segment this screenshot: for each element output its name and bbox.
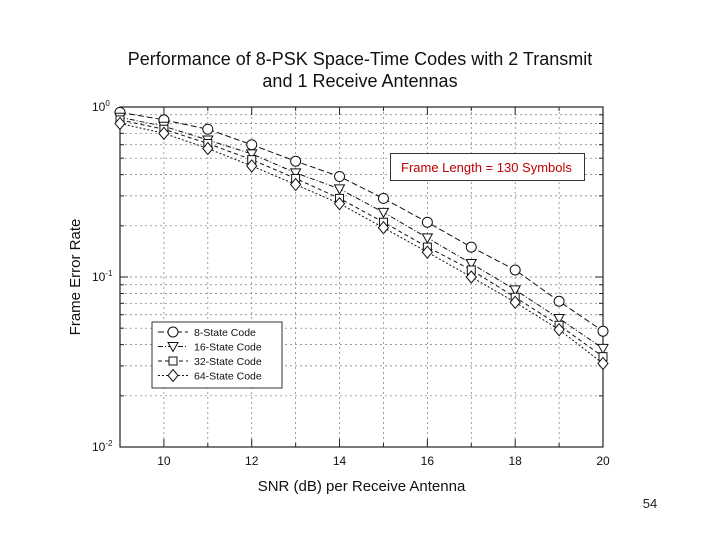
data-point xyxy=(333,196,346,211)
legend-label: 32-State Code xyxy=(194,356,262,368)
chart-title-line-1: Performance of 8-PSK Space-Time Codes wi… xyxy=(127,49,593,69)
x-tick-label: 12 xyxy=(245,454,259,468)
data-point xyxy=(114,116,126,131)
data-point xyxy=(597,343,609,355)
series-line xyxy=(119,122,604,364)
legend-marker xyxy=(167,342,179,353)
data-point xyxy=(377,192,389,204)
data-point xyxy=(245,149,258,160)
legend-label: 64-State Code xyxy=(194,371,262,383)
data-point xyxy=(553,314,565,325)
data-point xyxy=(202,141,214,156)
data-point xyxy=(597,356,609,371)
data-point xyxy=(465,241,477,253)
legend: 8-State Code 16-State Code 32-State Code 64… xyxy=(151,321,283,389)
data-point xyxy=(421,216,433,228)
series-16-state-code xyxy=(114,112,609,355)
data-point xyxy=(509,295,521,310)
y-axis-label: Frame Error Rate xyxy=(67,219,84,336)
data-point xyxy=(334,171,346,183)
data-point xyxy=(421,233,434,244)
legend-label: 16-State Code xyxy=(194,342,262,354)
data-point xyxy=(553,295,565,307)
frame-length-annotation-text: Frame Length = 130 Symbols xyxy=(401,160,572,175)
frame-length-annotation: Frame Length = 130 Symbols xyxy=(390,153,585,181)
y-tick-label: 10-2 xyxy=(92,439,113,454)
chart-title: Performance of 8-PSK Space-Time Codes wi… xyxy=(60,48,660,92)
data-point xyxy=(465,259,478,270)
axis-ticks xyxy=(119,107,604,448)
data-point xyxy=(509,285,522,296)
x-tick-label: 10 xyxy=(157,454,171,468)
page-number: 54 xyxy=(642,496,658,511)
data-point xyxy=(421,245,434,259)
data-point xyxy=(202,123,214,135)
series-8-state-code xyxy=(114,106,609,337)
data-point xyxy=(597,325,609,337)
data-point xyxy=(158,126,170,141)
data-point xyxy=(290,155,302,167)
data-point xyxy=(509,264,521,276)
data-point xyxy=(289,177,302,192)
x-tick-label: 14 xyxy=(333,454,347,468)
x-tick-label: 16 xyxy=(421,454,435,468)
legend-marker xyxy=(167,368,179,383)
data-point xyxy=(333,184,346,195)
data-point xyxy=(289,168,302,179)
data-point xyxy=(465,270,477,284)
data-point xyxy=(246,139,258,151)
data-point xyxy=(246,159,258,173)
data-point xyxy=(553,322,565,337)
data-point xyxy=(377,220,390,235)
data-point xyxy=(377,207,390,219)
x-tick-label: 20 xyxy=(596,454,610,468)
x-tick-label: 18 xyxy=(509,454,523,468)
legend-marker xyxy=(167,326,179,338)
y-tick-label: 10-1 xyxy=(92,269,113,284)
chart-title-line-2: and 1 Receive Antennas xyxy=(262,71,458,91)
x-axis-label: SNR (dB) per Receive Antenna xyxy=(258,478,466,495)
legend-marker xyxy=(168,356,178,366)
series-line xyxy=(119,116,604,349)
y-tick-label: 100 xyxy=(92,99,110,114)
legend-label: 8-State Code xyxy=(194,327,256,339)
series-line xyxy=(119,119,604,358)
series-line xyxy=(119,111,604,332)
series-64-state-code xyxy=(114,116,609,371)
